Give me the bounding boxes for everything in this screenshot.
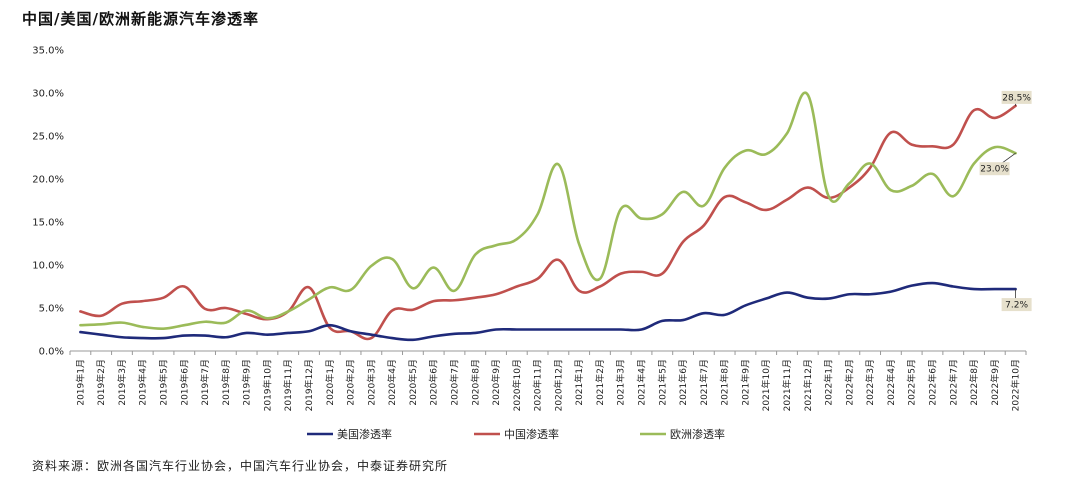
x-tick-label: 2020年11月 <box>532 359 544 411</box>
x-tick-label: 2021年9月 <box>739 359 751 406</box>
x-tick-label: 2020年9月 <box>490 359 502 406</box>
end-label-0: 7.2% <box>1001 289 1032 312</box>
end-label-text: 7.2% <box>1005 301 1028 311</box>
y-tick-label: 35.0% <box>32 46 64 57</box>
legend-item-0: 美国渗透率 <box>307 427 392 441</box>
x-tick-label: 2019年6月 <box>178 359 190 406</box>
x-tick-label: 2019年5月 <box>158 359 170 406</box>
legend-item-2: 欧洲渗透率 <box>640 427 725 441</box>
series-lines <box>79 91 1017 342</box>
y-tick-label: 30.0% <box>32 89 64 100</box>
x-tick-label: 2019年1月 <box>74 359 86 406</box>
legend-label: 欧洲渗透率 <box>670 427 725 441</box>
x-tick-label: 2021年3月 <box>615 359 627 406</box>
end-label-2: 23.0% <box>979 152 1016 176</box>
end-label-text: 23.0% <box>980 165 1009 175</box>
x-tick-label: 2022年10月 <box>1010 359 1022 411</box>
end-label-1: 28.5% <box>1001 90 1032 106</box>
x-tick-label: 2020年10月 <box>511 359 523 411</box>
end-label-box <box>1001 298 1032 312</box>
x-tick-label: 2019年3月 <box>116 359 128 406</box>
end-label-box <box>979 162 1010 176</box>
x-tick-label: 2022年9月 <box>989 359 1001 406</box>
y-tick-label: 0.0% <box>39 347 64 358</box>
x-tick-label: 2022年7月 <box>947 359 959 406</box>
x-tick-label: 2021年1月 <box>573 359 585 406</box>
x-tick-label: 2021年10月 <box>760 359 772 411</box>
x-axis: 2019年1月 2019年2月 2019年3月 2019年4月 2019年5月 2019年… <box>69 350 1027 411</box>
x-tick-label: 2020年4月 <box>386 359 398 406</box>
x-tick-label: 2019年4月 <box>137 359 149 406</box>
x-tick-label: 2021年7月 <box>698 359 710 406</box>
y-tick-label: 15.0% <box>32 218 64 229</box>
x-tick-label: 2022年3月 <box>864 359 876 406</box>
x-tick-label: 2022年2月 <box>843 359 855 406</box>
legend-label: 美国渗透率 <box>337 427 392 441</box>
legend: 美国渗透率 中国渗透率 欧洲渗透率 <box>307 427 725 441</box>
series-line-0 <box>79 281 1017 342</box>
x-tick-label: 2020年5月 <box>407 359 419 406</box>
x-tick-label: 2019年11月 <box>282 359 294 411</box>
x-tick-label: 2022年1月 <box>823 359 835 406</box>
x-tick-label: 2020年6月 <box>428 359 440 406</box>
x-tick-label: 2022年6月 <box>926 359 938 406</box>
legend-item-1: 中国渗透率 <box>474 427 559 441</box>
x-tick-label: 2022年4月 <box>885 359 897 406</box>
x-tick-label: 2020年1月 <box>324 359 336 406</box>
x-tick-label: 2020年8月 <box>469 359 481 406</box>
legend-label: 中国渗透率 <box>504 427 559 441</box>
x-tick-label: 2019年9月 <box>241 359 253 406</box>
x-tick-label: 2021年12月 <box>802 359 814 411</box>
x-tick-label: 2019年2月 <box>95 359 107 406</box>
y-axis: 0.0% 5.0% 10.0% 15.0% 20.0% 25.0% 30.0% 35.0% <box>32 46 64 358</box>
y-tick-label: 5.0% <box>39 304 64 315</box>
source-note: 资料来源：欧洲各国汽车行业协会，中国汽车行业协会，中泰证券研究所 <box>32 459 449 473</box>
x-tick-label: 2019年10月 <box>261 359 273 411</box>
x-tick-label: 2021年11月 <box>781 359 793 411</box>
end-labels: 7.2% 28.5% 23.0% <box>979 90 1032 312</box>
chart-title: 中国/美国/欧洲新能源汽车渗透率 <box>22 10 259 28</box>
x-tick-label: 2019年7月 <box>199 359 211 406</box>
x-tick-label: 2021年6月 <box>677 359 689 406</box>
x-tick-label: 2019年8月 <box>220 359 232 406</box>
end-label-text: 28.5% <box>1002 93 1031 103</box>
x-tick-label: 2021年2月 <box>594 359 606 406</box>
x-tick-label: 2022年5月 <box>906 359 918 406</box>
x-tick-label: 2020年3月 <box>365 359 377 406</box>
end-label-box <box>1001 90 1032 104</box>
x-tick-label: 2022年8月 <box>968 359 980 406</box>
y-tick-label: 20.0% <box>32 175 64 186</box>
series-line-1 <box>79 104 1017 341</box>
series-line-2 <box>79 91 1017 330</box>
y-tick-label: 10.0% <box>32 261 64 272</box>
y-tick-label: 25.0% <box>32 132 64 143</box>
x-tick-label: 2021年8月 <box>719 359 731 406</box>
x-tick-label: 2019年12月 <box>303 359 315 411</box>
x-tick-label: 2021年4月 <box>636 359 648 406</box>
x-tick-label: 2020年12月 <box>552 359 564 411</box>
x-tick-label: 2021年5月 <box>656 359 668 406</box>
x-tick-label: 2020年2月 <box>345 359 357 406</box>
x-tick-label: 2020年7月 <box>448 359 460 406</box>
